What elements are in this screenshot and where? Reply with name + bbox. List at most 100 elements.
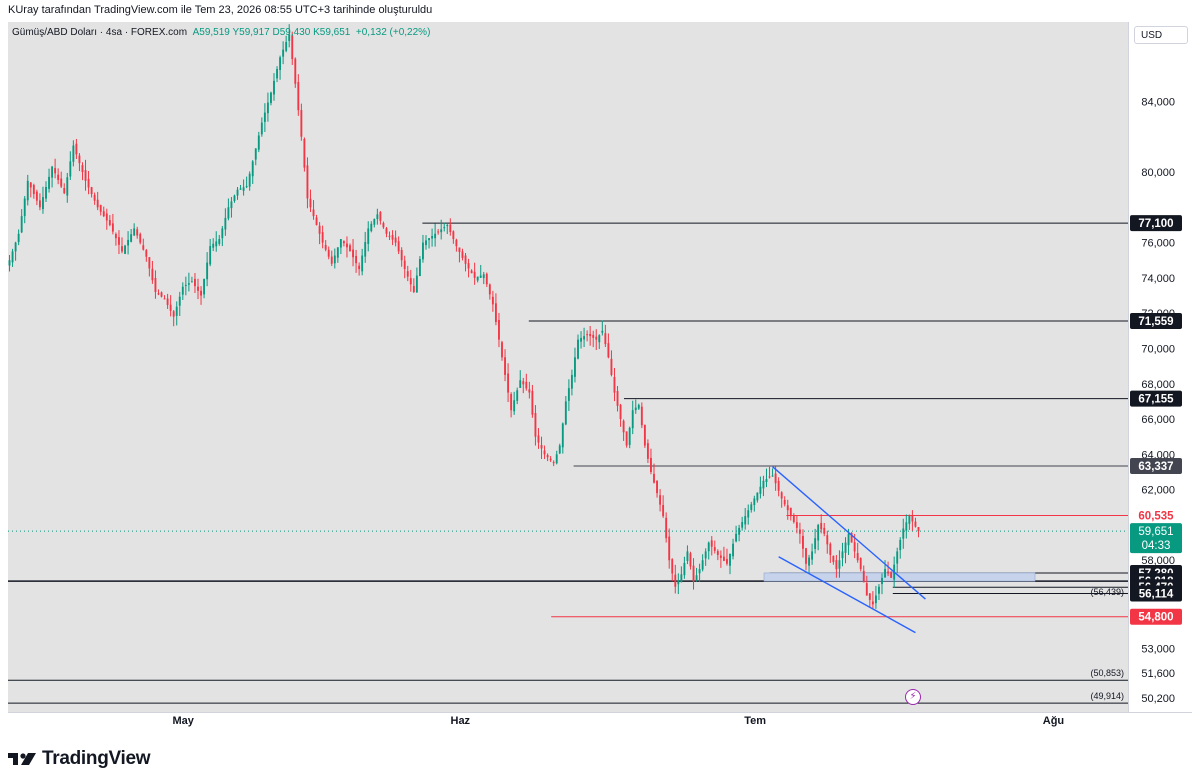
- candle-body: [522, 381, 525, 385]
- candle-body: [431, 235, 434, 239]
- candle-body: [507, 373, 510, 393]
- candle-body: [105, 213, 108, 221]
- candle-body: [245, 186, 248, 188]
- candle-body: [32, 184, 35, 195]
- candle-body: [525, 381, 528, 389]
- candle-body: [811, 551, 814, 560]
- candle-body: [777, 480, 780, 491]
- price-tag-label: 77,100: [1138, 218, 1173, 230]
- candle-body: [744, 516, 747, 525]
- candle-body: [273, 80, 275, 95]
- candle-body: [224, 217, 227, 230]
- candle-body: [561, 423, 564, 448]
- candle-body: [896, 551, 899, 564]
- candle-body: [595, 336, 598, 340]
- candle-body: [765, 479, 768, 483]
- time-axis[interactable]: [8, 712, 1192, 734]
- candle-body: [488, 284, 491, 295]
- candle-body: [789, 507, 792, 517]
- candle-body: [78, 155, 81, 164]
- candle-body: [671, 559, 674, 574]
- candle-body: [330, 256, 333, 264]
- candle-body: [902, 528, 905, 539]
- candle-body: [841, 551, 844, 559]
- candle-body: [412, 285, 415, 292]
- candle-body: [808, 557, 810, 566]
- candle-body: [364, 242, 367, 257]
- price-tag-label: 63,337: [1138, 461, 1173, 473]
- candle-body: [826, 535, 829, 545]
- candle-body: [844, 542, 847, 553]
- candle-body: [370, 223, 373, 232]
- candle-body: [479, 275, 482, 278]
- candle-body: [373, 219, 376, 225]
- candle-body: [309, 198, 312, 208]
- candle-body: [543, 450, 546, 455]
- bolt-icon[interactable]: ⚡: [905, 689, 921, 705]
- candle-body: [832, 555, 835, 562]
- candle-body: [908, 516, 911, 524]
- candle-body: [498, 319, 500, 340]
- candle-body: [868, 593, 871, 600]
- candle-body: [333, 255, 336, 264]
- candle-body: [379, 212, 382, 221]
- candle-body: [45, 187, 47, 199]
- symbol-legend[interactable]: Gümüş/ABD Doları · 4sa · FOREX.com A59,5…: [12, 27, 430, 38]
- candle-body: [546, 454, 549, 458]
- candle-body: [741, 522, 744, 528]
- candle-body: [130, 234, 133, 242]
- candle-body: [11, 251, 14, 263]
- candle-body: [254, 148, 257, 160]
- candle-body: [418, 259, 421, 277]
- candle-body: [17, 233, 20, 243]
- candle-body: [890, 572, 893, 578]
- candle-body: [282, 49, 285, 57]
- price-tag-label: 60,535: [1138, 511, 1174, 523]
- candle-body: [154, 277, 157, 292]
- annotation-label: (56,439): [1090, 587, 1124, 597]
- plot-area[interactable]: [8, 22, 1128, 712]
- candle-body: [394, 237, 397, 243]
- candle-body: [233, 195, 236, 202]
- candle-body: [604, 333, 607, 345]
- candle-body: [564, 401, 567, 425]
- candle-body: [26, 180, 29, 201]
- candle-body: [266, 102, 269, 114]
- candle-body: [397, 241, 400, 252]
- candle-body: [613, 376, 616, 393]
- candle-body: [449, 224, 452, 232]
- candle-body: [400, 249, 403, 261]
- candle-body: [707, 542, 710, 552]
- candle-body: [871, 601, 874, 605]
- candle-body: [38, 200, 41, 208]
- candle-body: [428, 238, 430, 241]
- candle-body: [534, 413, 537, 437]
- candle-body: [102, 211, 105, 217]
- y-tick-label: 62,000: [1141, 485, 1175, 497]
- currency-selector[interactable]: USD: [1134, 26, 1188, 44]
- candle-body: [570, 374, 573, 389]
- candle-body: [257, 135, 260, 150]
- candle-body: [455, 239, 458, 247]
- candle-body: [446, 224, 449, 226]
- candle-body: [729, 553, 731, 566]
- candle-body: [172, 311, 175, 317]
- candle-body: [136, 229, 139, 236]
- candle-body: [349, 245, 351, 252]
- candle-body: [783, 499, 786, 505]
- y-tick-label: 80,000: [1141, 167, 1175, 179]
- candle-body: [607, 343, 610, 358]
- candle-body: [738, 527, 741, 535]
- candle-body: [549, 458, 552, 461]
- candle-body: [48, 176, 50, 189]
- candle-body: [318, 225, 321, 234]
- candle-body: [494, 303, 497, 322]
- candle-body: [251, 161, 254, 177]
- candle-body: [552, 462, 555, 464]
- candle-body: [513, 400, 516, 412]
- candle-body: [713, 547, 716, 551]
- price-tag: [1130, 507, 1182, 524]
- candle-body: [531, 390, 534, 415]
- candle-body: [887, 571, 890, 574]
- y-tick-label: 68,000: [1141, 379, 1175, 391]
